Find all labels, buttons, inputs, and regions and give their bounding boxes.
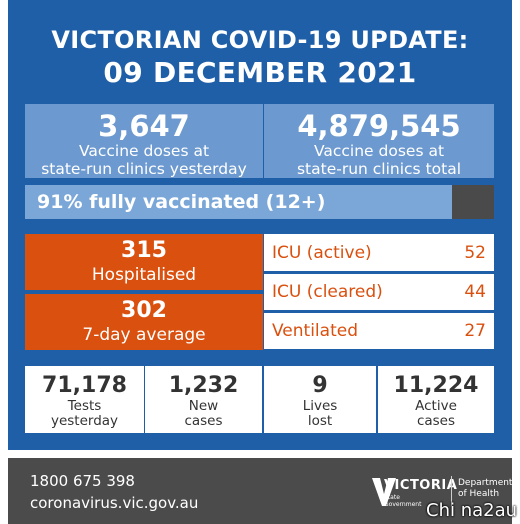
- active-cases-card: 11,224 Active cases: [378, 366, 494, 433]
- icu-active-value: 52: [464, 242, 486, 263]
- victoria-state-logo-icon: [372, 478, 396, 506]
- watermark-text: Chi na2au: [426, 500, 518, 521]
- update-panel: VICTORIAN COVID-19 UPDATE: 09 DECEMBER 2…: [8, 0, 512, 450]
- state-government-line-2: Government: [384, 501, 422, 508]
- website-link[interactable]: coronavirus.vic.gov.au: [30, 494, 199, 512]
- doses-yesterday-card: 3,647 Vaccine doses at state-run clinics…: [25, 104, 263, 178]
- doses-total-card: 4,879,545 Vaccine doses at state-run cli…: [264, 104, 494, 178]
- icu-active-label: ICU (active): [272, 242, 372, 263]
- icu-cleared-label: ICU (cleared): [272, 282, 383, 302]
- footer: 1800 675 398 coronavirus.vic.gov.au VICT…: [8, 458, 512, 524]
- doses-yesterday-label-2: state-run clinics yesterday: [41, 160, 247, 178]
- doses-total-value: 4,879,545: [297, 109, 461, 143]
- vaccination-progress-fill: [25, 185, 452, 219]
- icu-cleared-row: ICU (cleared) 44: [264, 274, 494, 310]
- doses-total-label-1: Vaccine doses at: [313, 142, 445, 160]
- title-line-1: VICTORIAN COVID-19 UPDATE:: [51, 26, 469, 54]
- icu-active-row: ICU (active) 52: [264, 234, 494, 271]
- victoria-logo-word: VICTORIA: [384, 478, 458, 493]
- seven-day-average-card: 302 7-day average: [25, 294, 263, 350]
- lives-lost-value: 9: [312, 373, 328, 398]
- seven-day-average-value: 302: [121, 298, 167, 323]
- state-government-text: State Government: [384, 494, 421, 508]
- hospitalised-value: 315: [121, 238, 167, 263]
- new-cases-label-2: cases: [184, 413, 223, 429]
- hospitalised-card: 315 Hospitalised: [25, 234, 263, 290]
- vaccination-progress-label: 91% fully vaccinated (12+): [37, 191, 326, 213]
- department-line-2: of Health: [458, 489, 500, 499]
- new-cases-label-1: New: [188, 398, 219, 414]
- department-line-1: Department: [458, 478, 513, 488]
- state-government-line-1: State: [384, 494, 400, 501]
- tests-yesterday-label-2: yesterday: [50, 413, 119, 429]
- department-of-health-text: Department of Health: [458, 478, 512, 500]
- tests-yesterday-value: 71,178: [42, 373, 127, 398]
- vaccination-progress-bar: 91% fully vaccinated (12+): [25, 185, 494, 219]
- new-cases-card: 1,232 New cases: [145, 366, 262, 433]
- doses-yesterday-label-1: Vaccine doses at: [78, 142, 210, 160]
- doses-yesterday-value: 3,647: [98, 109, 190, 143]
- hotline-number: 1800 675 398: [30, 472, 135, 490]
- active-cases-value: 11,224: [393, 373, 479, 398]
- title-date: 09 DECEMBER 2021: [103, 56, 417, 89]
- active-cases-label-2: cases: [416, 413, 456, 429]
- seven-day-average-label: 7-day average: [82, 325, 206, 345]
- lives-lost-label-1: Lives: [302, 398, 338, 414]
- lives-lost-card: 9 Lives lost: [264, 366, 376, 433]
- ventilated-row: Ventilated 27: [264, 313, 494, 349]
- active-cases-label-1: Active: [415, 398, 457, 414]
- tests-yesterday-label-1: Tests: [67, 398, 102, 414]
- lives-lost-label-2: lost: [307, 413, 333, 429]
- new-cases-value: 1,232: [168, 373, 239, 398]
- doses-total-label-2: state-run clinics total: [296, 160, 462, 178]
- ventilated-value: 27: [464, 321, 486, 341]
- hospitalised-label: Hospitalised: [91, 265, 197, 285]
- ventilated-label: Ventilated: [272, 321, 358, 341]
- tests-yesterday-card: 71,178 Tests yesterday: [25, 366, 144, 433]
- logo-divider: [451, 476, 452, 506]
- icu-cleared-value: 44: [464, 282, 486, 302]
